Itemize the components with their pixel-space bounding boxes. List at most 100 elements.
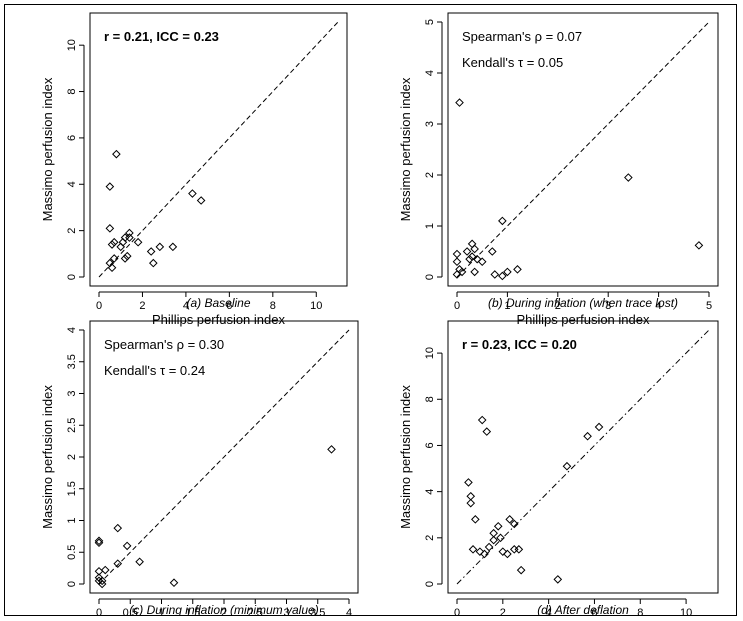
- data-point: [107, 240, 117, 249]
- data-point: [487, 247, 497, 256]
- data-point: [490, 270, 500, 279]
- x-tick-label: 2: [555, 300, 561, 312]
- x-tick-label: 3: [283, 607, 289, 615]
- data-point: [489, 535, 498, 545]
- x-tick-label: 4: [546, 607, 552, 615]
- x-tick-label: 3: [605, 300, 611, 312]
- data-point: [484, 542, 494, 552]
- y-axis-label: Massimo perfusion index: [40, 385, 55, 529]
- annotation-text: Spearman's ρ = 0.30: [104, 337, 224, 352]
- x-tick-label: 2: [500, 607, 506, 615]
- y-tick-label: 4: [66, 327, 78, 333]
- x-tick-label: 10: [310, 300, 322, 312]
- data-point: [327, 445, 336, 454]
- y-tick-label: 0: [66, 581, 78, 587]
- data-point: [112, 149, 121, 159]
- identity-line: [456, 21, 710, 278]
- figure-frame: 0 2 4 6 8 10 0 2 4 6 8 10 Phillips perfusion index Ma…: [4, 4, 737, 621]
- annotation-text: r = 0.23, ICC = 0.20: [462, 337, 577, 352]
- y-tick-label: 6: [424, 442, 436, 448]
- data-point: [498, 216, 507, 226]
- data-point: [146, 247, 156, 256]
- annotation-text: Kendall's τ = 0.05: [462, 55, 563, 70]
- data-point: [466, 498, 476, 508]
- identity-line: [456, 329, 710, 585]
- data-point: [109, 237, 119, 247]
- y-tick-label: 3: [424, 121, 436, 127]
- data-point: [135, 557, 144, 567]
- data-point: [465, 254, 474, 264]
- data-point: [509, 519, 519, 529]
- x-tick-label: 2: [221, 607, 227, 615]
- y-tick-label: 3.5: [66, 354, 78, 369]
- data-point: [553, 575, 563, 584]
- data-point: [462, 247, 472, 256]
- y-tick-label: 6: [66, 135, 78, 141]
- y-tick-label: 2.5: [66, 418, 78, 433]
- data-point: [503, 267, 512, 277]
- data-point: [514, 545, 524, 554]
- x-tick-label: 4: [656, 300, 662, 312]
- data-point: [455, 265, 464, 274]
- data-point: [155, 242, 165, 252]
- x-tick-label: 0: [454, 300, 460, 312]
- x-tick-label: 4: [183, 300, 189, 312]
- data-point: [493, 521, 503, 531]
- y-tick-label: 4: [424, 70, 436, 76]
- data-point: [169, 578, 179, 588]
- x-tick-label: 5: [706, 300, 712, 312]
- data-point: [513, 265, 522, 274]
- data-point: [455, 98, 464, 107]
- x-tick-label: 6: [591, 607, 597, 615]
- data-point: [133, 237, 143, 247]
- plot-box: [447, 12, 719, 287]
- panel-2: 0 1 2 3 4 5 0 1 2 3 4 5 Phillips perfusion index Mass…: [398, 12, 719, 327]
- data-point: [94, 538, 104, 548]
- y-tick-label: 1: [66, 517, 78, 523]
- data-point: [477, 415, 487, 425]
- identity-line: [98, 21, 339, 278]
- annotation-text: Spearman's ρ = 0.07: [462, 29, 582, 44]
- y-tick-label: 8: [66, 88, 78, 94]
- data-point: [105, 224, 115, 233]
- x-tick-label: 1: [158, 607, 164, 615]
- y-axis-label: Massimo perfusion index: [398, 385, 413, 529]
- x-tick-label: 2: [139, 300, 145, 312]
- data-point: [457, 267, 467, 277]
- x-tick-label: 1: [504, 300, 510, 312]
- data-point: [509, 545, 519, 554]
- data-point: [467, 252, 477, 261]
- y-tick-label: 0.5: [66, 545, 78, 560]
- data-point: [196, 196, 206, 205]
- data-point: [452, 257, 462, 267]
- data-point: [109, 254, 119, 263]
- data-point: [122, 541, 132, 551]
- data-point: [477, 257, 487, 267]
- data-point: [105, 182, 115, 191]
- y-tick-label: 1.5: [66, 481, 78, 496]
- x-axis-label: Phillips perfusion index: [517, 312, 650, 327]
- data-point: [624, 173, 633, 182]
- x-tick-label: 0: [96, 300, 102, 312]
- x-axis-label: Phillips perfusion index: [152, 312, 285, 327]
- data-point: [188, 189, 197, 198]
- data-point: [489, 528, 498, 538]
- data-point: [125, 233, 134, 242]
- x-tick-label: 0: [96, 607, 102, 615]
- data-point: [503, 549, 512, 559]
- y-tick-label: 2: [424, 172, 436, 178]
- data-point: [694, 241, 704, 250]
- y-axis-label: Massimo perfusion index: [398, 77, 413, 221]
- data-point: [97, 576, 107, 586]
- panel-3: 00.511.522.533.5400.511.522.533.54Philli…: [40, 320, 359, 621]
- data-point: [120, 254, 130, 263]
- data-point: [583, 431, 592, 441]
- data-point: [516, 565, 526, 575]
- y-tick-label: 5: [424, 19, 436, 25]
- data-point: [505, 515, 514, 524]
- y-tick-label: 2: [424, 535, 436, 541]
- y-tick-label: 0: [66, 274, 78, 280]
- data-point: [464, 478, 473, 487]
- data-point: [122, 251, 132, 261]
- y-tick-label: 4: [66, 181, 78, 187]
